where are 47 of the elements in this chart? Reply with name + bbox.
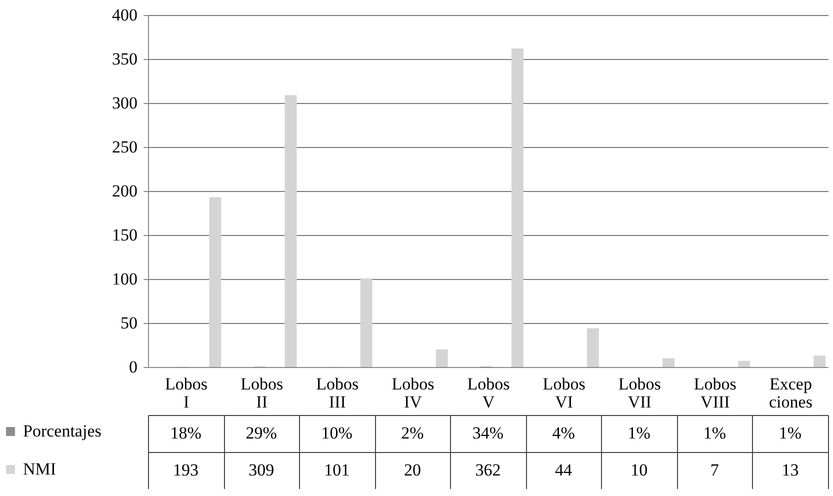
- bar: [360, 278, 372, 367]
- data-label: 20: [404, 460, 421, 480]
- data-label: 10: [630, 460, 648, 480]
- bar: [511, 48, 524, 367]
- y-tick-label: 150: [112, 226, 138, 244]
- data-label: 7: [710, 460, 720, 480]
- y-tick-label: 250: [112, 138, 138, 156]
- bar: [436, 349, 448, 367]
- x-tick-label: Lobos VIII: [694, 374, 736, 412]
- y-tick-label: 100: [112, 270, 138, 288]
- data-label: 44: [555, 460, 573, 480]
- legend-label: Porcentajes: [23, 422, 102, 440]
- data-label: 34%: [472, 424, 504, 442]
- y-tick-label: 400: [112, 6, 138, 24]
- bar: [586, 328, 599, 367]
- data-label: 1%: [703, 424, 726, 442]
- y-tick-label: 200: [112, 182, 138, 200]
- data-label: 4%: [552, 424, 575, 442]
- data-label: 18%: [170, 424, 202, 442]
- y-tick-label: 50: [120, 314, 138, 332]
- x-tick-label: Excep ciones: [769, 374, 812, 412]
- data-label: 309: [248, 460, 274, 480]
- x-tick-label: Lobos I: [165, 374, 208, 412]
- data-label: 101: [324, 460, 350, 480]
- data-label: 1%: [628, 424, 650, 442]
- x-tick-label: Lobos II: [240, 374, 284, 412]
- data-label: 29%: [246, 424, 277, 442]
- bar: [738, 360, 750, 367]
- bar: [284, 95, 297, 367]
- x-tick-label: Lobos VII: [618, 374, 661, 412]
- y-tick-label: 350: [112, 50, 138, 68]
- data-label: 2%: [401, 424, 424, 442]
- data-label: 13: [782, 460, 799, 480]
- data-label: 362: [475, 460, 501, 480]
- x-tick-label: Lobos V: [467, 374, 510, 412]
- y-tick-label: 300: [112, 94, 138, 112]
- y-tick-label: 0: [129, 358, 138, 376]
- legend-label: NMI: [23, 460, 56, 478]
- bar: [814, 356, 826, 367]
- data-label: 1%: [778, 424, 802, 442]
- x-tick-label: Lobos III: [316, 374, 359, 412]
- x-tick-label: Lobos IV: [392, 374, 434, 412]
- bar: [662, 358, 674, 367]
- bar: [209, 197, 222, 367]
- x-tick-label: Lobos VI: [542, 374, 586, 412]
- data-label: 10%: [321, 424, 352, 442]
- data-label: 193: [173, 460, 199, 480]
